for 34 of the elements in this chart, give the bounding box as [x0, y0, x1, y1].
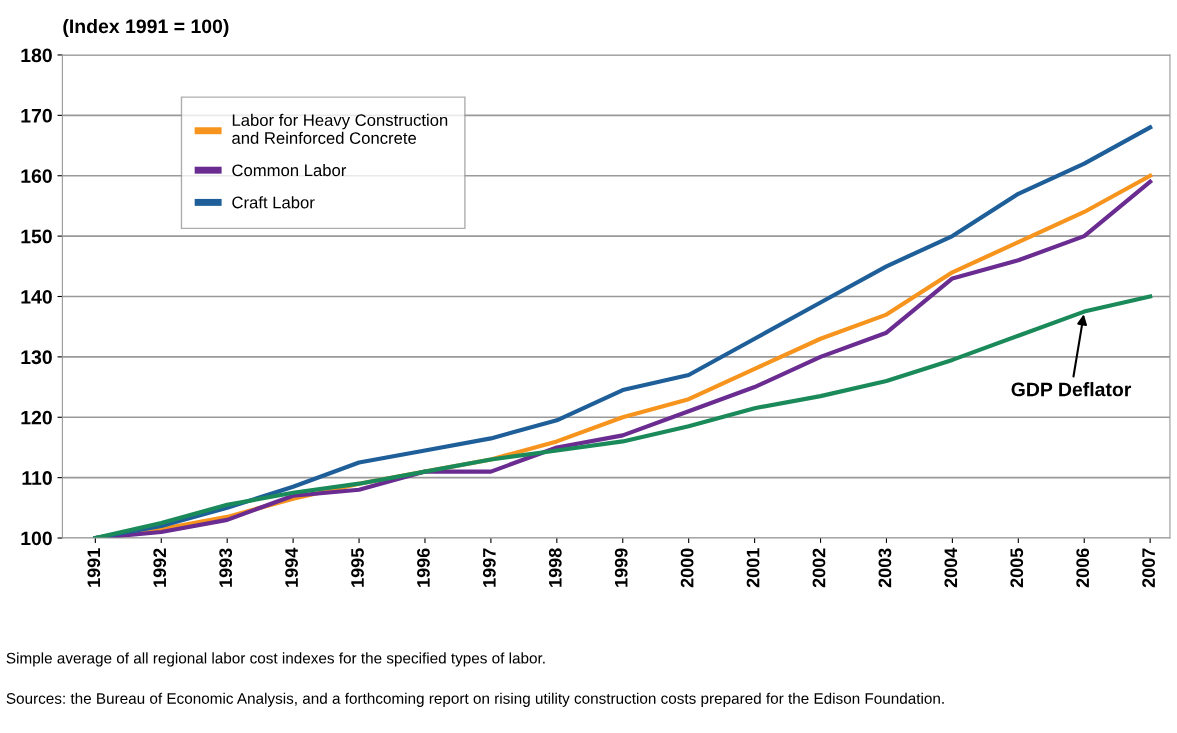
- text: Simple average of all regional labor cost indexes for the specified types of labor.: [6, 652, 545, 667]
- x-tick-label: 1993: [219, 548, 233, 587]
- legend-label: Craft Labor: [232, 196, 315, 209]
- legend-label: Labor for Heavy Construction and Reinforced Concrete: [232, 113, 448, 144]
- x-tick-label: 2006: [1076, 548, 1090, 588]
- x-tick-label: 2003: [878, 548, 892, 588]
- x-tick-label: 2005: [1010, 548, 1024, 588]
- x-tick-label: 1994: [285, 547, 298, 587]
- y-tick-label: 150: [21, 229, 52, 244]
- chart-title: (Index 1991 = 100): [63, 18, 229, 38]
- y-tick-label: 180: [21, 48, 52, 63]
- x-tick-label: 2002: [812, 548, 826, 588]
- y-tick-label: 100: [21, 531, 52, 546]
- x-tick-label: 2001: [746, 548, 760, 588]
- x-tick-label: 1996: [417, 548, 430, 587]
- annotation: GDP Deflator: [1011, 382, 1132, 397]
- x-tick-label: 2004: [944, 547, 958, 588]
- x-tick-label: 1997: [482, 548, 496, 587]
- x-tick-label: 1991: [87, 548, 101, 587]
- y-tick-label: 120: [21, 410, 52, 425]
- y-tick-label: 160: [21, 169, 52, 183]
- y-tick-label: 130: [21, 350, 52, 365]
- line-series: [93, 294, 1153, 539]
- x-tick-label: 1995: [351, 548, 364, 587]
- y-tick-label: 140: [21, 289, 52, 304]
- x-tick-label: 1998: [548, 548, 562, 587]
- x-tick-label: 2007: [1142, 548, 1156, 588]
- y-tick-label: 170: [21, 108, 52, 123]
- y-tick-label: 110: [22, 471, 52, 485]
- source-note: Sources: the Bureau of Economic Analysis, and a forthcoming report on rising utility construction costs prepared for the Edison Foundation.: [6, 692, 944, 707]
- legend-label: Common Labor: [232, 163, 347, 177]
- x-tick-label: 1992: [153, 548, 167, 587]
- x-tick-label: 2000: [680, 548, 694, 588]
- x-tick-label: 1999: [614, 548, 628, 587]
